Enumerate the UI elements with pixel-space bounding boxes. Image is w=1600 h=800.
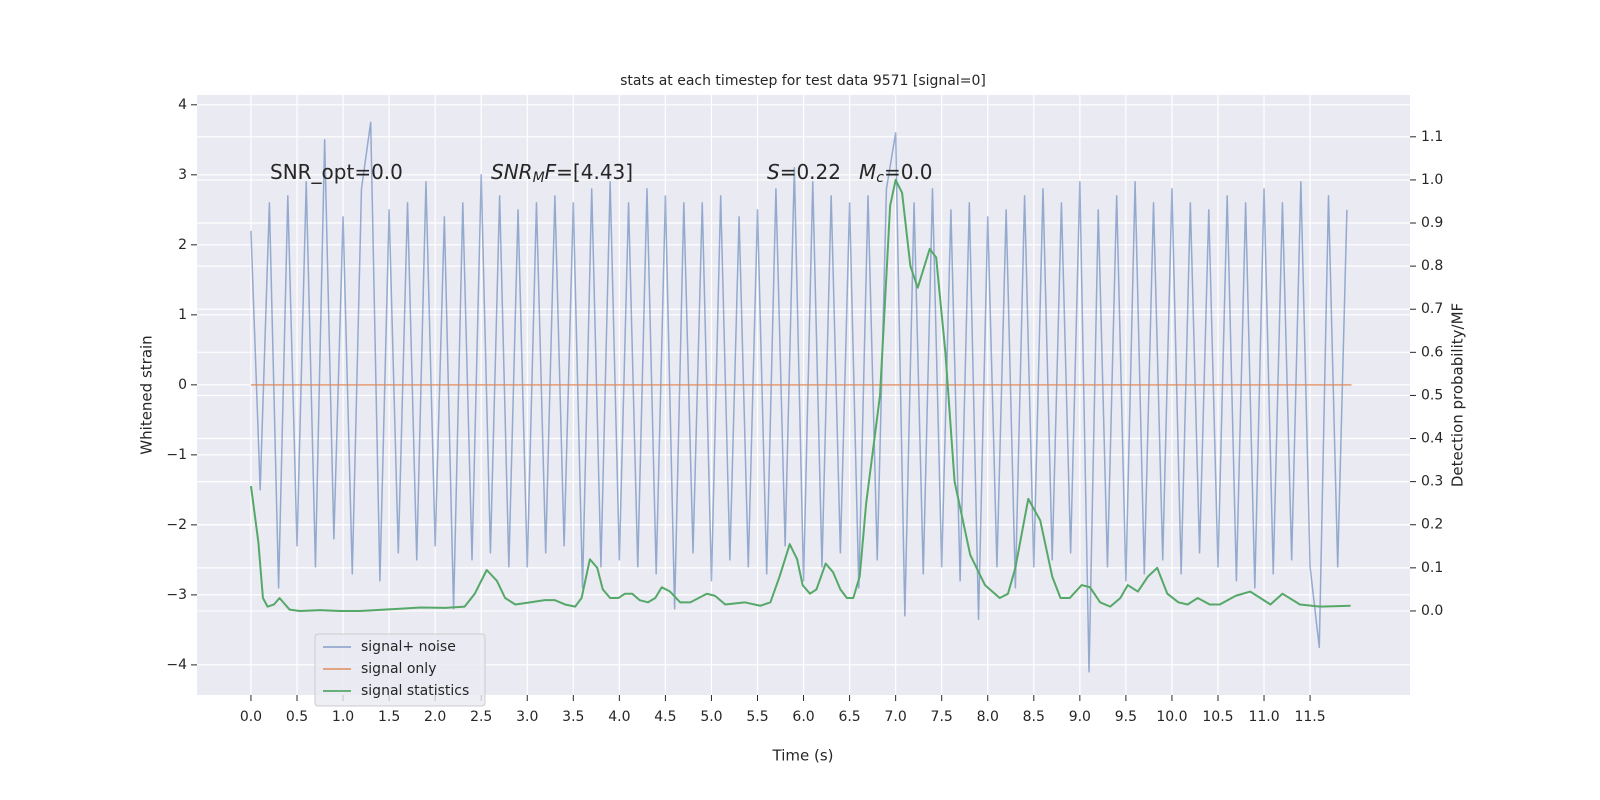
annotation-part: c: [876, 170, 884, 186]
annotation: S=0.22: [767, 160, 841, 184]
annotation-part: S: [767, 160, 780, 184]
x-tick-label: 9.0: [1069, 709, 1091, 725]
x-tick-label: 5.0: [700, 709, 722, 725]
y2-tick-label: 0.7: [1421, 301, 1443, 317]
x-tick-label: 0.5: [286, 709, 308, 725]
annotation: SNRMF=[4.43]: [491, 160, 633, 187]
series-line: [250, 121, 1348, 673]
y-tick-label: 3: [178, 167, 187, 183]
y2-tick-label: 0.0: [1421, 603, 1443, 619]
y2-tick-label: 0.6: [1421, 344, 1443, 360]
x-tick-label: 8.5: [1023, 709, 1045, 725]
annotation-part: SNR_opt=0.0: [270, 160, 403, 184]
x-tick-label: 10.0: [1156, 709, 1187, 725]
y2-tick-label: 0.4: [1421, 431, 1443, 447]
x-tick-label: 4.0: [608, 709, 630, 725]
legend: signal+ noise signal only signal statistic…: [314, 633, 486, 707]
y2-tick-label: 1.1: [1421, 129, 1443, 145]
x-tick-label: 6.0: [792, 709, 814, 725]
x-axis-label: Time (s): [772, 747, 834, 765]
legend-box: [314, 633, 486, 707]
annotation: SNR_opt=0.0: [270, 160, 403, 184]
x-tick-label: 5.5: [746, 709, 768, 725]
annotation-part: =0.0: [884, 160, 933, 184]
annotation: Mc=0.0: [859, 160, 933, 187]
annotation-part: M: [533, 170, 545, 186]
legend-label: signal only: [361, 661, 436, 677]
x-tick-label: 11.5: [1294, 709, 1325, 725]
y2-tick-label: 0.1: [1421, 560, 1443, 576]
legend-label: signal+ noise: [361, 639, 456, 655]
y-tick-label: 2: [178, 237, 187, 253]
legend-label: signal statistics: [361, 683, 469, 699]
y2-tick-label: 0.2: [1421, 517, 1443, 533]
x-tick-label: 7.0: [885, 709, 907, 725]
x-tick-label: 8.0: [977, 709, 999, 725]
annotation-part: F: [545, 160, 557, 184]
series-line: [249, 178, 1351, 612]
y2-tick-label: 0.5: [1421, 387, 1443, 403]
y-tick-label: −3: [166, 587, 187, 603]
y2-tick-label: 0.8: [1421, 258, 1443, 274]
y-tick-label: −4: [166, 657, 187, 673]
y2-tick-label: 0.3: [1421, 474, 1443, 490]
y-tick-label: 4: [178, 97, 187, 113]
annotation-part: SNR: [491, 160, 533, 184]
x-tick-label: 0.0: [240, 709, 262, 725]
x-tick-label: 3.0: [516, 709, 538, 725]
annotation-part: =[4.43]: [556, 160, 633, 184]
x-tick-label: 7.5: [931, 709, 953, 725]
y-tick-label: −2: [166, 517, 187, 533]
annotation-part: M: [859, 160, 876, 184]
y2-tick-label: 1.0: [1421, 172, 1443, 188]
x-tick-label: 11.0: [1248, 709, 1279, 725]
y-tick-label: 0: [178, 377, 187, 393]
y-axis-label: Whitened strain: [138, 335, 156, 454]
x-tick-label: 3.5: [562, 709, 584, 725]
x-tick-label: 4.5: [654, 709, 676, 725]
y-tick-label: 1: [178, 307, 187, 323]
x-tick-label: 2.0: [424, 709, 446, 725]
x-tick-label: 1.5: [378, 709, 400, 725]
y2-tick-label: 0.9: [1421, 215, 1443, 231]
x-tick-label: 1.0: [332, 709, 354, 725]
y2-axis-label: Detection probability/MF: [1449, 303, 1467, 487]
y-tick-label: −1: [166, 447, 187, 463]
x-tick-label: 9.5: [1115, 709, 1137, 725]
x-tick-label: 10.5: [1202, 709, 1233, 725]
annotation-part: =0.22: [780, 160, 841, 184]
chart-title: stats at each timestep for test data 957…: [620, 73, 986, 89]
x-tick-label: 6.5: [838, 709, 860, 725]
x-tick-label: 2.5: [470, 709, 492, 725]
